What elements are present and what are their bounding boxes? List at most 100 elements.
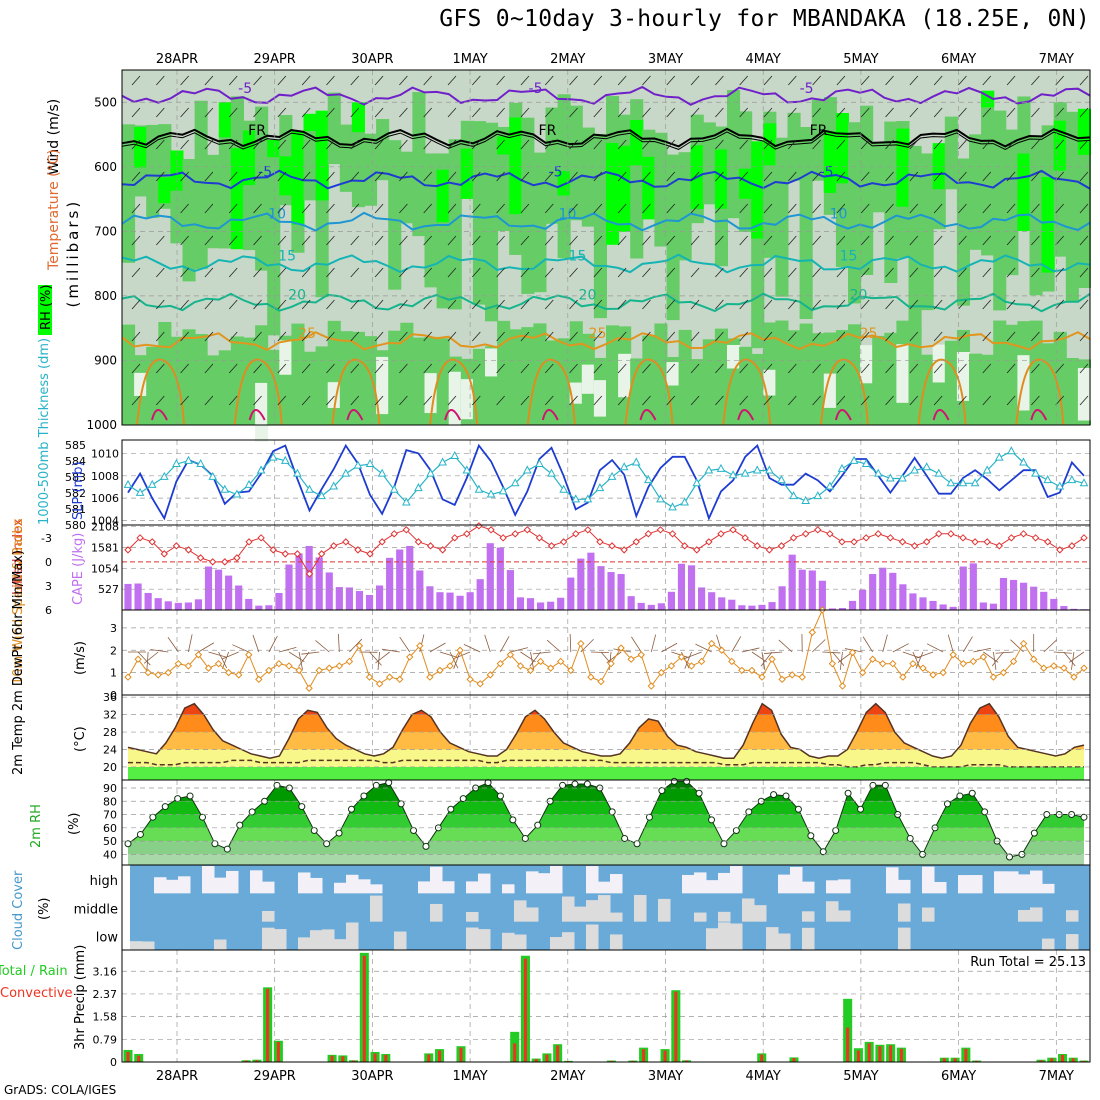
wind-barb xyxy=(253,299,262,310)
wind-barb xyxy=(836,331,846,342)
rh-cell xyxy=(969,353,983,425)
rh-cell xyxy=(569,105,583,221)
wind-barb xyxy=(1055,299,1064,310)
wind-barb xyxy=(617,171,627,182)
precip-convective-bar xyxy=(373,1053,377,1062)
lifted-point xyxy=(862,534,870,542)
wind10-label: 10m Wind Speed & Barbs xyxy=(11,518,26,685)
precip-convective-bar xyxy=(384,1054,388,1062)
wind10-tick-label: 0 xyxy=(110,689,117,702)
rh-cell xyxy=(666,362,680,386)
wind-barb xyxy=(933,267,943,278)
rh-cell xyxy=(932,143,946,190)
isotherm-label: 25 xyxy=(298,326,316,342)
wind10-point xyxy=(667,662,676,670)
rh-cell xyxy=(255,382,269,442)
isotherm-label: 15 xyxy=(569,249,587,265)
wind10-point xyxy=(265,666,273,675)
rh-legend-swatch xyxy=(38,285,52,335)
wind-barb xyxy=(544,235,554,246)
lifted-point xyxy=(1068,542,1076,550)
cape-bar xyxy=(506,570,514,610)
precip-convective-bar xyxy=(631,1060,635,1062)
lifted-point xyxy=(451,534,459,542)
wind-barb xyxy=(1006,203,1016,214)
wind-barb xyxy=(1055,363,1064,374)
rh-point xyxy=(807,832,815,840)
wind10-point xyxy=(1080,664,1088,672)
rh-cell xyxy=(581,364,595,394)
wind-barb xyxy=(301,267,311,278)
lifted-point xyxy=(317,550,326,558)
wind10-point xyxy=(979,653,988,661)
wind-barb xyxy=(812,203,821,214)
rh-cell xyxy=(1017,153,1031,231)
precip-convective-bar xyxy=(556,1045,560,1062)
cape-bar xyxy=(1009,579,1018,610)
cloud-gap xyxy=(802,927,815,950)
wind-barb xyxy=(569,171,578,182)
wind-barb xyxy=(812,75,821,86)
cape-bar xyxy=(597,566,605,610)
cloud-gap xyxy=(1006,871,1019,894)
cloud-gap xyxy=(634,894,647,922)
temp-tick-label: 36 xyxy=(103,691,117,704)
cloud-gap xyxy=(826,901,839,922)
wind-barb xyxy=(156,107,165,118)
rh-cell xyxy=(787,112,801,181)
rh-cell xyxy=(400,151,414,224)
cloud-gap xyxy=(898,927,911,950)
cloud-gap xyxy=(478,873,491,894)
wind-barb xyxy=(836,139,846,150)
cloud-gap xyxy=(790,866,803,894)
wind-barb xyxy=(593,75,603,86)
wind-barb xyxy=(933,235,943,246)
wind-barb xyxy=(1006,75,1016,86)
wind10-barb xyxy=(337,634,340,653)
precip-convective-bar xyxy=(1061,1054,1065,1062)
wind10-barb xyxy=(761,651,766,670)
wind-barb xyxy=(350,203,360,214)
isotherm-line xyxy=(917,358,967,426)
rh-cell xyxy=(1005,324,1019,425)
rh-point xyxy=(372,781,380,789)
thickness-point xyxy=(740,468,750,477)
rh-point xyxy=(621,834,629,842)
wind-barb xyxy=(1055,171,1064,182)
wind10-point xyxy=(949,651,957,659)
wind10-barb xyxy=(198,642,215,653)
thickness-point xyxy=(1043,475,1053,484)
lifted-point xyxy=(898,538,907,546)
wind-barb xyxy=(593,395,603,406)
rh-cell xyxy=(1041,177,1055,273)
wind-barb xyxy=(496,267,505,278)
rh-band xyxy=(128,841,1084,855)
cloud-gap xyxy=(562,932,575,950)
wind-barb xyxy=(836,107,846,118)
thickness-tick-label: 583 xyxy=(65,471,86,484)
wind10-point xyxy=(637,651,645,659)
lifted-point xyxy=(233,554,241,562)
wind-barb xyxy=(326,139,335,150)
wind-barb xyxy=(933,75,943,86)
wind-barb xyxy=(301,203,311,214)
wind-barb xyxy=(593,299,603,310)
rh-cell xyxy=(497,320,511,425)
rh-point xyxy=(782,792,790,800)
thickness-point xyxy=(825,481,835,490)
wind-barb xyxy=(350,171,360,182)
thickness-point xyxy=(559,484,568,493)
x-tick-label-top: 30APR xyxy=(351,52,393,67)
wind-barb xyxy=(885,139,894,150)
temp-band xyxy=(128,766,1084,780)
cloud-gap xyxy=(694,872,707,894)
lifted-point xyxy=(680,542,689,550)
rh-tick-label: 40 xyxy=(103,848,117,861)
thickness-point xyxy=(389,484,399,493)
lifted-point xyxy=(910,542,919,550)
lifted-point xyxy=(826,530,834,538)
rh-cell xyxy=(896,128,910,207)
wind-barb xyxy=(204,363,214,374)
rh-cell xyxy=(751,353,765,425)
rh-cell xyxy=(569,382,583,404)
